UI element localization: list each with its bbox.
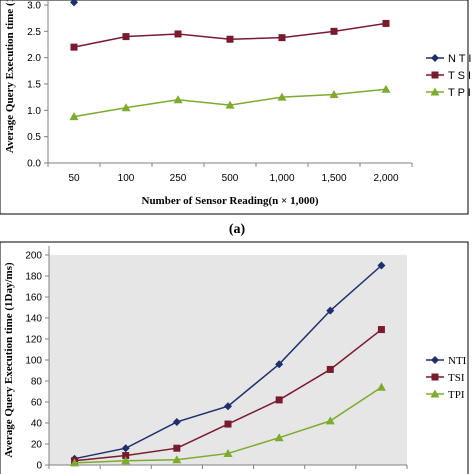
y-tick-label: 20 (31, 440, 43, 451)
data-point-tpi (69, 112, 79, 121)
data-point-tsi (382, 19, 390, 27)
data-point-tpi (225, 100, 235, 109)
y-tick-label: 160 (25, 293, 42, 304)
data-point-tpi (223, 448, 233, 457)
y-axis-label: Average Query Execution time (1 (4, 0, 16, 153)
data-point-nti (275, 360, 284, 369)
legend-marker-nti (431, 356, 439, 364)
chart-a: 0.0 0.5 1.0 1.5 2.0 2.5 3.0 50 100 250 500 1,000 1,5… (4, 0, 471, 207)
legend-label-tsi: TSI (448, 372, 465, 384)
y-tick-label: 0 (36, 461, 42, 472)
x-axis-label: Number of Sensor Reading(n × 1,000) (142, 195, 319, 207)
data-point-tsi (226, 35, 234, 43)
chart-a-caption: (a) (229, 222, 246, 237)
legend-label-nti: NTI (448, 355, 467, 367)
y-tick-label: 2.5 (27, 27, 41, 38)
y-tick-label: 120 (25, 335, 42, 346)
y-tick-label: 1.0 (27, 106, 41, 117)
data-point-tsi (330, 27, 338, 35)
y-tick-label: 3.0 (27, 1, 41, 12)
data-point-tsi (122, 33, 130, 41)
data-point-tpi (376, 382, 386, 391)
data-point-nti (172, 417, 181, 426)
x-tick-label: 100 (118, 173, 135, 184)
data-point-nti (326, 306, 335, 315)
y-tick-label: 100 (25, 356, 42, 367)
legend-marker-tsi (431, 373, 439, 381)
legend-label-tpi: TPI (448, 389, 465, 401)
y-tick-label: 140 (25, 314, 42, 325)
y-tick-label: 2.0 (27, 53, 41, 64)
data-point-tsi (122, 452, 130, 460)
y-tick-label: 180 (25, 272, 42, 283)
data-point-nti (377, 261, 386, 270)
chart-a-frame (0, 0, 469, 215)
data-point-nti (121, 444, 130, 453)
y-tick-label: 80 (31, 377, 43, 388)
legend-marker-tsi (431, 71, 439, 79)
data-point-tsi (275, 396, 283, 404)
legend-marker-nti (431, 54, 439, 62)
y-tick-label: 60 (31, 398, 43, 409)
x-tick-label: 1,000 (269, 173, 294, 184)
y-tick-label: 1.5 (27, 80, 41, 91)
legend-label-nti: N T I (448, 53, 471, 65)
data-point-tpi (274, 433, 284, 442)
chart-b: 0204060801001201401601802001234567Averag… (3, 246, 467, 472)
data-point-tsi (174, 30, 182, 38)
legend-label-tsi: T S I (448, 70, 471, 82)
data-point-tpi (277, 92, 287, 101)
data-point-tpi (329, 90, 339, 99)
x-tick-label: 50 (68, 173, 80, 184)
legend-label-tpi: T P I (448, 87, 471, 99)
legend-marker-tpi (430, 87, 440, 96)
y-tick-label: 40 (31, 419, 43, 430)
plot-area (49, 255, 407, 465)
y-tick-label: 0.5 (27, 132, 41, 143)
data-point-tpi (121, 103, 131, 112)
y-tick-label: 200 (25, 251, 42, 262)
data-point-tpi (173, 95, 183, 104)
data-point-nti (224, 402, 232, 411)
data-point-tsi (70, 43, 78, 51)
data-point-tsi (377, 326, 385, 334)
data-point-tsi (224, 420, 232, 428)
y-axis-label: Average Query Execution time (1Day/ms) (3, 262, 15, 458)
x-tick-label: 250 (170, 173, 187, 184)
legend-marker-tpi (430, 389, 440, 398)
data-point-tsi (278, 34, 286, 42)
x-tick-label: 1,500 (321, 173, 346, 184)
data-point-tpi (325, 416, 335, 425)
data-point-tpi (121, 456, 131, 465)
data-point-tpi (70, 458, 80, 467)
x-tick-label: 2,000 (373, 173, 398, 184)
data-point-nti (70, 0, 78, 7)
y-tick-label: 0.0 (27, 159, 41, 170)
x-tick-label: 500 (222, 173, 239, 184)
data-point-tsi (326, 365, 334, 373)
data-point-tpi (172, 455, 182, 464)
data-point-tpi (381, 84, 391, 93)
data-point-tsi (173, 444, 181, 452)
